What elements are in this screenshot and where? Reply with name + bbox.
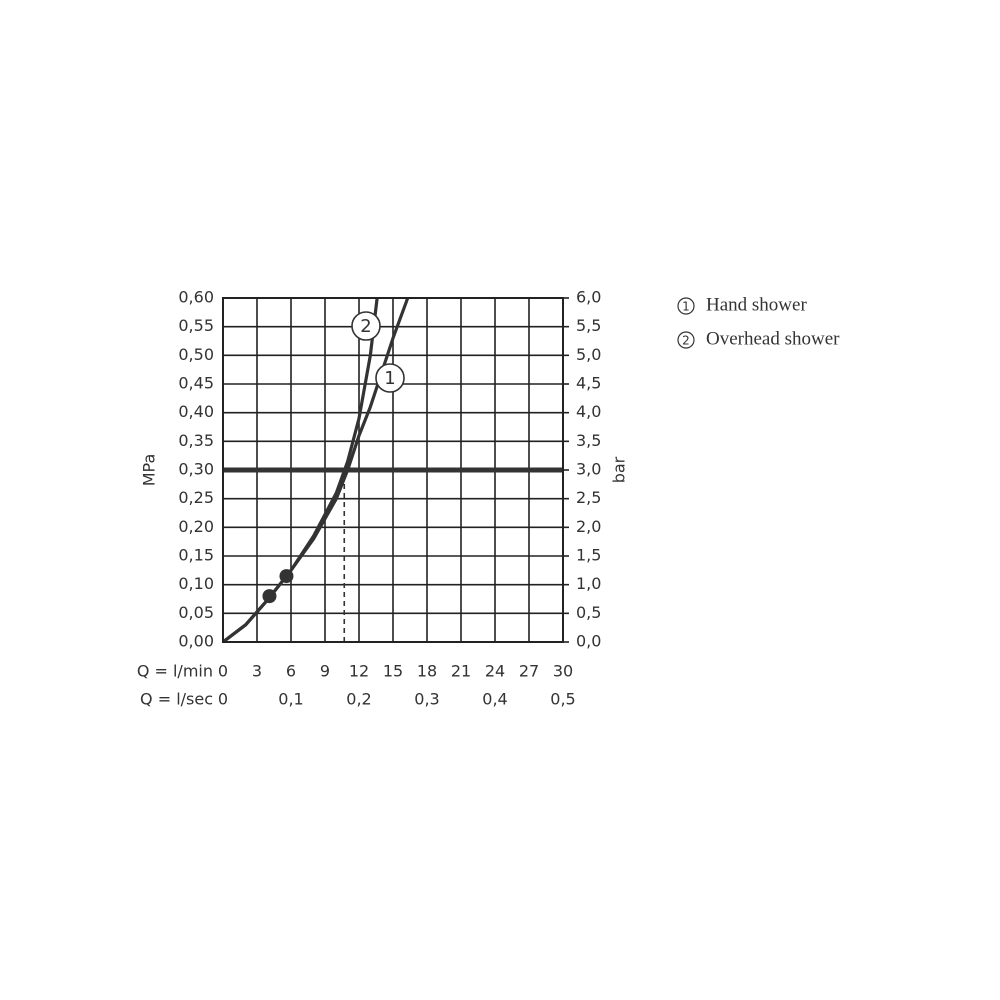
x2-axis-title: Q = l/sec [140, 690, 213, 709]
y-tick-label: 0,15 [178, 546, 214, 565]
x2-tick-label: 0,3 [414, 690, 439, 709]
legend-symbol [677, 297, 695, 315]
y2-tick-label: 3,0 [576, 460, 601, 479]
y2-tick-label: 6,0 [576, 288, 601, 307]
y2-tick-label: 0,5 [576, 603, 601, 622]
x-tick-label: 9 [320, 662, 330, 681]
x-tick-label: 3 [252, 662, 262, 681]
line [222, 297, 379, 644]
y2-tick-label: 1,5 [576, 546, 601, 565]
y2-tick-label: 4,0 [576, 402, 601, 421]
y-tick-label: 0,55 [178, 316, 214, 335]
x2-tick-label: 0,4 [482, 690, 507, 709]
x-tick-label: 30 [553, 662, 573, 681]
x-tick-label: 6 [286, 662, 296, 681]
legend-symbol [677, 331, 695, 349]
legend-label: Hand shower [706, 294, 807, 315]
x-tick-label: 0 [218, 662, 228, 681]
plot-border [222, 297, 564, 643]
y-tick-label: 0,20 [178, 517, 214, 536]
series-label: 2 [360, 316, 371, 337]
x-axis-title: Q = l/min [137, 662, 213, 681]
legend-symbol-label: 1 [682, 300, 690, 314]
y2-tick-label: 5,0 [576, 345, 601, 364]
y2-tick-label: 4,5 [576, 374, 601, 393]
y-tick-label: 0,00 [178, 632, 214, 651]
series-label: 1 [384, 368, 395, 389]
x-tick-label: 24 [485, 662, 505, 681]
y-tick-label: 0,60 [178, 288, 214, 307]
point [279, 569, 294, 584]
y-tick-label: 0,45 [178, 374, 214, 393]
y-tick-label: 0,05 [178, 603, 214, 622]
y2-axis-title: bar [610, 456, 629, 483]
y2-tick-label: 3,5 [576, 431, 601, 450]
x-tick-label: 21 [451, 662, 471, 681]
point [262, 589, 277, 604]
y-tick-label: 0,50 [178, 345, 214, 364]
x2-tick-label: 0,5 [550, 690, 575, 709]
y2-tick-label: 1,0 [576, 574, 601, 593]
y2-tick-label: 2,5 [576, 488, 601, 507]
y2-tick-label: 0,0 [576, 632, 601, 651]
y-tick-label: 0,30 [178, 460, 214, 479]
x-tick-label: 27 [519, 662, 539, 681]
legend-symbol-label: 2 [682, 334, 690, 348]
x2-tick-label: 0 [218, 690, 228, 709]
y-tick-label: 0,10 [178, 574, 214, 593]
y2-tick-label: 5,5 [576, 316, 601, 335]
y-tick-label: 0,35 [178, 431, 214, 450]
x2-tick-label: 0,2 [346, 690, 371, 709]
x2-tick-label: 0,1 [278, 690, 303, 709]
x-tick-label: 18 [417, 662, 437, 681]
series-label-circle [351, 311, 381, 341]
series-label-circle [375, 363, 405, 393]
y2-tick-label: 2,0 [576, 517, 601, 536]
y-tick-label: 0,40 [178, 402, 214, 421]
y-axis-title: MPa [140, 454, 159, 487]
x-tick-label: 12 [349, 662, 369, 681]
x-tick-label: 15 [383, 662, 403, 681]
legend-label: Overhead shower [706, 328, 840, 349]
y-tick-label: 0,25 [178, 488, 214, 507]
